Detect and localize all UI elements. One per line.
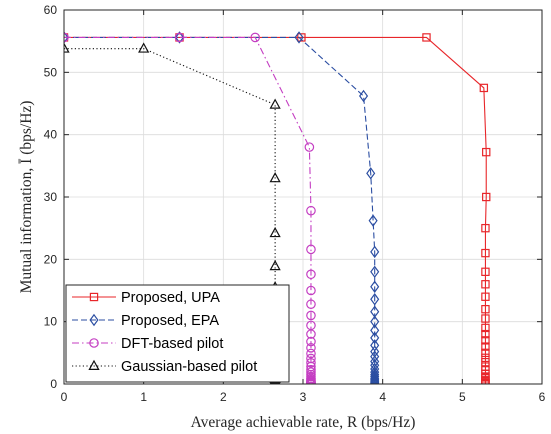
y-tick-label: 40 bbox=[44, 128, 58, 142]
y-tick-label: 0 bbox=[50, 377, 57, 391]
y-tick-label: 30 bbox=[44, 190, 58, 204]
data-point-proposed-upa bbox=[479, 83, 489, 93]
x-tick-label: 4 bbox=[379, 390, 386, 404]
data-point-proposed-epa bbox=[174, 31, 185, 44]
data-point-proposed-upa bbox=[481, 348, 490, 358]
data-point-gaussian-based-pilot bbox=[269, 226, 281, 238]
data-point-proposed-epa bbox=[370, 331, 380, 345]
data-point-dft-based-pilot bbox=[306, 299, 316, 310]
data-point-dft-based-pilot bbox=[306, 205, 316, 216]
data-point-dft-based-pilot bbox=[306, 336, 316, 347]
legend-label-gaussian-based-pilot: Gaussian-based pilot bbox=[121, 359, 257, 375]
data-point-proposed-epa bbox=[294, 31, 304, 44]
y-tick-label: 60 bbox=[44, 3, 58, 17]
x-tick-label: 0 bbox=[61, 390, 68, 404]
data-point-proposed-upa bbox=[297, 33, 306, 42]
legend-marker-dft-based-pilot bbox=[89, 338, 99, 348]
data-point-proposed-upa bbox=[481, 342, 490, 351]
legend-marker-proposed-upa bbox=[89, 292, 99, 302]
data-point-proposed-upa bbox=[481, 329, 490, 339]
data-point-proposed-epa bbox=[370, 350, 380, 363]
data-point-dft-based-pilot bbox=[306, 329, 316, 339]
x-axis-label: Average achievable rate, R (bps/Hz) bbox=[191, 414, 416, 431]
data-point-proposed-epa bbox=[64, 31, 69, 44]
data-point-proposed-epa bbox=[370, 324, 380, 337]
data-point-proposed-upa bbox=[422, 33, 431, 42]
data-point-dft-based-pilot bbox=[64, 32, 69, 43]
data-point-proposed-upa bbox=[481, 280, 490, 289]
legend-box bbox=[65, 284, 290, 383]
data-point-dft-based-pilot bbox=[306, 348, 316, 359]
data-point-proposed-upa bbox=[481, 314, 490, 323]
data-point-proposed-epa bbox=[370, 280, 380, 293]
data-point-proposed-upa bbox=[481, 267, 490, 277]
data-point-dft-based-pilot bbox=[306, 310, 316, 321]
data-point-gaussian-based-pilot bbox=[269, 98, 281, 109]
data-point-proposed-epa bbox=[370, 245, 380, 259]
data-point-proposed-upa bbox=[482, 192, 491, 202]
data-point-proposed-upa bbox=[482, 147, 491, 157]
legend-marker-proposed-epa bbox=[89, 313, 99, 327]
data-point-proposed-upa bbox=[481, 248, 490, 258]
data-point-dft-based-pilot bbox=[250, 32, 260, 43]
data-point-dft-based-pilot bbox=[306, 343, 316, 353]
x-tick-label: 6 bbox=[539, 390, 546, 404]
y-axis-label: Mutual information, Ī (bps/Hz) bbox=[18, 101, 35, 294]
data-point-proposed-epa bbox=[370, 315, 380, 328]
x-tick-label: 2 bbox=[220, 390, 227, 404]
x-tick-label: 1 bbox=[140, 390, 147, 404]
data-point-dft-based-pilot bbox=[306, 285, 316, 296]
data-point-dft-based-pilot bbox=[306, 358, 316, 368]
data-point-proposed-epa bbox=[370, 265, 380, 279]
legend-marker-gaussian-based-pilot bbox=[88, 359, 100, 370]
data-point-proposed-upa bbox=[481, 323, 490, 333]
data-point-dft-based-pilot bbox=[174, 32, 185, 43]
data-point-proposed-epa bbox=[370, 373, 380, 384]
data-point-proposed-epa bbox=[359, 89, 369, 103]
data-point-proposed-upa bbox=[481, 353, 490, 363]
data-point-proposed-epa bbox=[370, 368, 380, 381]
legend: Proposed, UPA Proposed, EPA DFT-based pi… bbox=[65, 284, 290, 383]
data-point-proposed-upa bbox=[481, 357, 490, 367]
legend-sample-proposed-epa bbox=[72, 313, 116, 327]
legend-label-dft-based-pilot: DFT-based pilot bbox=[121, 336, 223, 352]
series-proposed-upa bbox=[64, 33, 491, 384]
data-point-proposed-epa bbox=[370, 370, 380, 383]
data-point-dft-based-pilot bbox=[306, 244, 316, 255]
data-point-gaussian-based-pilot bbox=[64, 42, 70, 53]
data-point-gaussian-based-pilot bbox=[269, 172, 281, 183]
x-tick-label: 3 bbox=[300, 390, 307, 404]
y-tick-label: 50 bbox=[44, 65, 58, 79]
data-point-gaussian-based-pilot bbox=[269, 259, 281, 271]
y-tick-label: 10 bbox=[44, 315, 58, 329]
legend-sample-dft-based-pilot bbox=[72, 338, 116, 348]
data-point-dft-based-pilot bbox=[306, 269, 316, 280]
data-point-proposed-epa bbox=[370, 377, 380, 384]
data-point-proposed-epa bbox=[368, 214, 378, 227]
data-point-gaussian-based-pilot bbox=[271, 377, 279, 384]
y-tick-label: 20 bbox=[44, 252, 58, 266]
data-point-dft-based-pilot bbox=[304, 142, 315, 152]
legend-sample-gaussian-based-pilot bbox=[72, 359, 116, 370]
data-point-proposed-epa bbox=[366, 167, 376, 180]
legend-sample-proposed-upa bbox=[72, 292, 116, 302]
data-point-proposed-epa bbox=[370, 293, 380, 306]
data-point-proposed-upa bbox=[481, 292, 490, 301]
legend-label-proposed-epa: Proposed, EPA bbox=[121, 313, 219, 329]
data-point-proposed-upa bbox=[481, 305, 490, 314]
data-point-proposed-upa bbox=[481, 223, 490, 233]
data-point-proposed-upa bbox=[481, 336, 490, 345]
x-tick-label: 5 bbox=[459, 390, 466, 404]
legend-label-proposed-upa: Proposed, UPA bbox=[121, 290, 220, 306]
grid bbox=[64, 10, 542, 384]
data-point-gaussian-based-pilot bbox=[138, 42, 150, 53]
series-proposed-epa bbox=[64, 31, 380, 384]
